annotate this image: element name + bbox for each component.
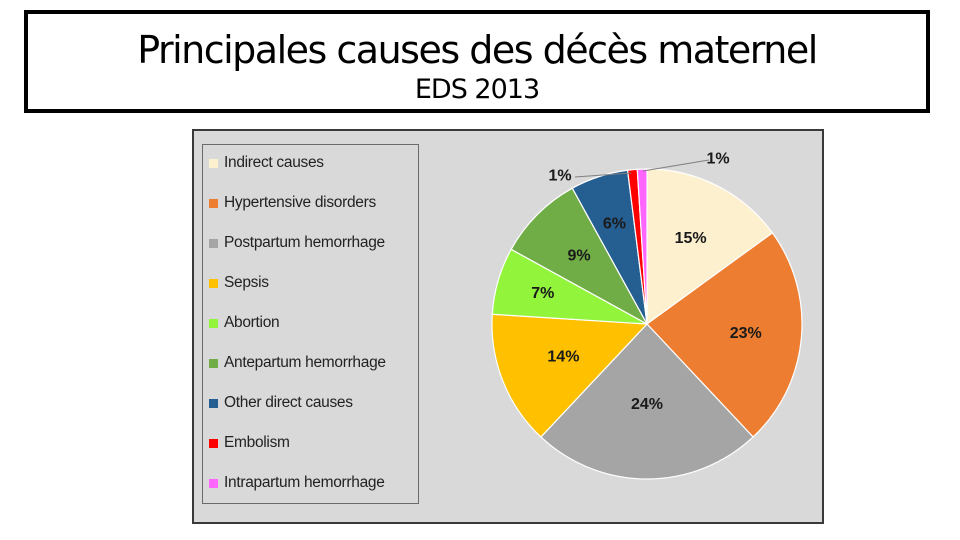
legend-item: Antepartum hemorrhage [209, 353, 421, 373]
pie-slice [636, 168, 648, 325]
legend-item: Hypertensive disorders [209, 193, 421, 213]
pie-slice [510, 187, 649, 326]
data-label: 23% [730, 325, 762, 342]
data-label: 7% [531, 285, 554, 302]
legend-swatch [209, 158, 218, 168]
legend-swatch [209, 198, 218, 208]
pie-chart: 15% 23% 24% 14% 7% 9% 6% 1% 1% [491, 151, 803, 480]
legend-swatch [209, 318, 218, 328]
pie-slice [540, 323, 754, 480]
legend-swatch [209, 478, 218, 488]
chart-legend: Indirect causes Hypertensive disorders P… [202, 144, 419, 504]
data-label: 24% [631, 396, 663, 413]
legend-label: Embolism [224, 434, 290, 451]
page-subtitle: EDS 2013 [414, 74, 540, 105]
title-box: Principales causes des décès maternel ED… [24, 10, 930, 113]
legend-item: Other direct causes [209, 393, 421, 413]
leader-line [642, 159, 710, 172]
page-title: Principales causes des décès maternel [137, 28, 818, 72]
data-label: 9% [567, 248, 590, 265]
legend-label: Sepsis [224, 274, 269, 291]
legend-label: Abortion [224, 314, 280, 331]
pie-slice [646, 232, 803, 438]
data-label: 14% [547, 349, 579, 366]
legend-item: Abortion [209, 313, 421, 333]
data-label: 1% [706, 151, 729, 168]
chart-frame: Indirect causes Hypertensive disorders P… [192, 129, 824, 524]
data-label: 15% [675, 230, 707, 247]
legend-swatch [209, 278, 218, 288]
legend-swatch [209, 358, 218, 368]
legend-swatch [209, 438, 218, 448]
legend-item: Postpartum hemorrhage [209, 233, 421, 253]
legend-item: Sepsis [209, 273, 421, 293]
data-label: 1% [548, 168, 571, 185]
legend-label: Intrapartum hemorrhage [224, 474, 385, 491]
legend-label: Postpartum hemorrhage [224, 234, 385, 251]
data-label: 6% [603, 215, 626, 232]
legend-item: Indirect causes [209, 153, 421, 173]
legend-item: Embolism [209, 433, 421, 453]
legend-swatch [209, 238, 218, 248]
legend-item: Intrapartum hemorrhage [209, 473, 421, 493]
legend-label: Hypertensive disorders [224, 194, 376, 211]
legend-label: Antepartum hemorrhage [224, 354, 386, 371]
legend-label: Other direct causes [224, 394, 353, 411]
legend-label: Indirect causes [224, 154, 324, 171]
legend-swatch [209, 398, 218, 408]
pie-slice [491, 313, 649, 438]
pie-slice [646, 168, 774, 326]
leader-line [574, 172, 632, 178]
